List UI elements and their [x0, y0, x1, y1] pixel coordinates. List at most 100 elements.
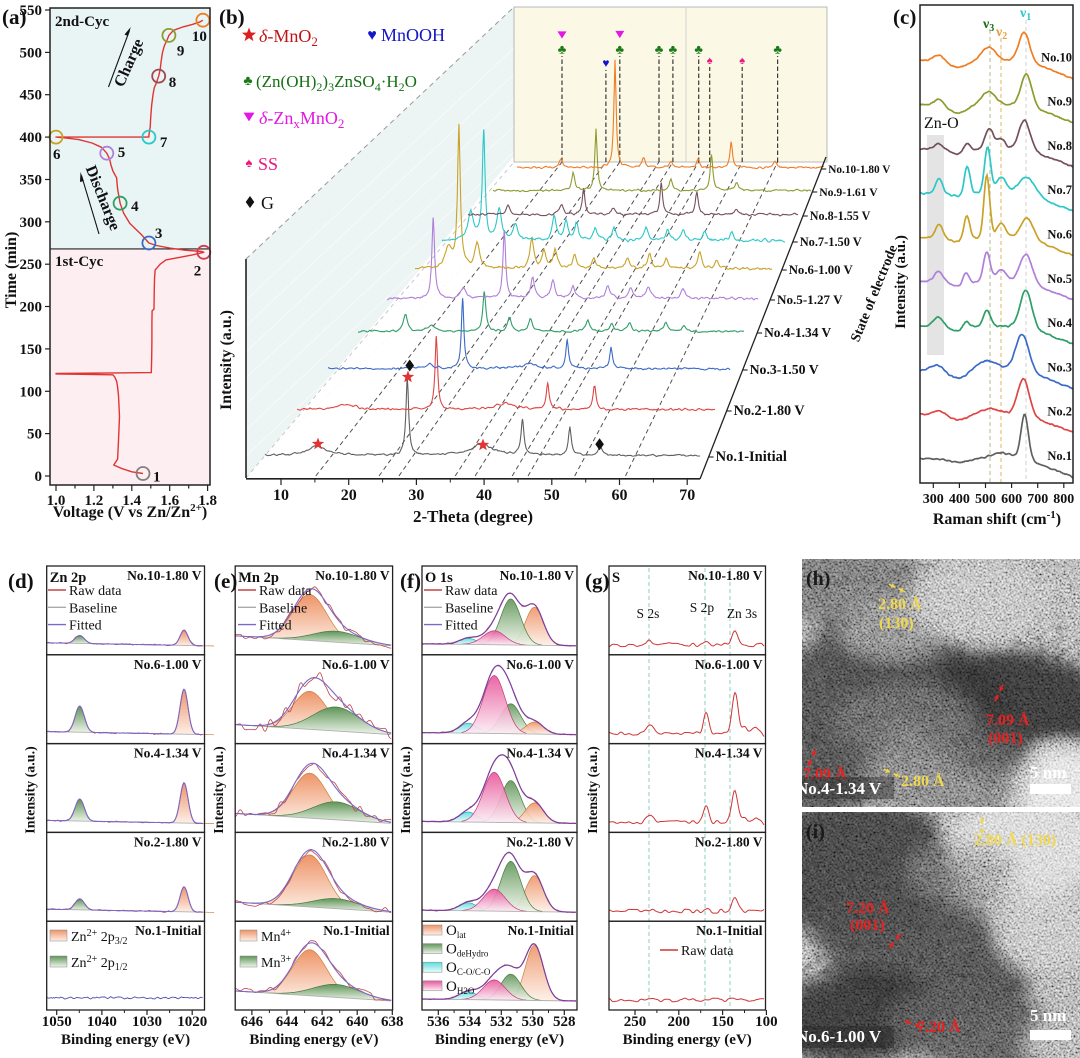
svg-text:7.20 Å: 7.20 Å	[917, 1018, 961, 1036]
svg-text:No.4-1.34 V: No.4-1.34 V	[764, 325, 831, 340]
svg-text:528: 528	[553, 1014, 576, 1030]
svg-text:♣: ♣	[558, 42, 567, 57]
svg-text:No.3: No.3	[1047, 360, 1072, 374]
svg-text:200: 200	[668, 1014, 691, 1030]
svg-text:5 nm: 5 nm	[1030, 763, 1066, 782]
svg-text:No.5: No.5	[1047, 272, 1072, 286]
svg-text:534: 534	[459, 1014, 482, 1030]
svg-text:5: 5	[118, 145, 126, 161]
svg-text:50: 50	[544, 487, 560, 504]
svg-text:(130): (130)	[879, 615, 914, 632]
svg-text:Raman shift (cm-1): Raman shift (cm-1)	[933, 509, 1061, 528]
svg-text:No.1: No.1	[1047, 449, 1072, 463]
svg-text:Voltage (V vs Zn/Zn2+): Voltage (V vs Zn/Zn2+)	[53, 502, 207, 521]
svg-text:No.10-1.80 V: No.10-1.80 V	[500, 568, 575, 583]
svg-text:No.8: No.8	[1047, 139, 1072, 153]
svg-text:450: 450	[20, 88, 43, 104]
svg-text:♣: ♣	[616, 42, 625, 57]
svg-text:No.5-1.27 V: No.5-1.27 V	[777, 292, 843, 307]
svg-text:7.09 Å: 7.09 Å	[986, 711, 1030, 729]
svg-text:Mn 2p: Mn 2p	[238, 570, 279, 586]
svg-text:Raw data: Raw data	[259, 584, 312, 599]
svg-text:No.9-1.61 V: No.9-1.61 V	[819, 186, 878, 199]
svg-text:150: 150	[711, 1014, 734, 1030]
svg-text:SS: SS	[258, 154, 278, 174]
svg-text:No.1-Initial: No.1-Initial	[696, 923, 763, 938]
svg-text:No.4: No.4	[1047, 316, 1072, 330]
svg-text:700: 700	[1027, 492, 1048, 507]
svg-text:Raw data: Raw data	[445, 584, 498, 599]
svg-text:Intensity (a.u.): Intensity (a.u.)	[893, 235, 909, 329]
svg-text:No.2-1.80 V: No.2-1.80 V	[322, 834, 390, 849]
svg-text:40: 40	[476, 487, 492, 504]
svg-text:7: 7	[160, 135, 168, 151]
svg-text:Zn2+ 2p3/2: Zn2+ 2p3/2	[71, 928, 127, 948]
svg-text:Baseline: Baseline	[259, 601, 307, 616]
svg-text:0: 0	[35, 469, 43, 485]
svg-text:Intensity (a.u.): Intensity (a.u.)	[24, 746, 39, 834]
svg-text:1.4: 1.4	[122, 493, 141, 509]
svg-text:600: 600	[1001, 492, 1022, 507]
svg-text:No.2-1.80 V: No.2-1.80 V	[734, 403, 806, 419]
svg-text:(f): (f)	[400, 569, 421, 593]
svg-text:640: 640	[346, 1014, 369, 1030]
svg-text:1020: 1020	[177, 1014, 207, 1030]
svg-text:1st-Cyc: 1st-Cyc	[55, 254, 104, 270]
svg-text:10: 10	[192, 29, 207, 45]
svg-text:1.6: 1.6	[160, 493, 179, 509]
svg-text:644: 644	[276, 1014, 299, 1030]
svg-text:Binding energy (eV): Binding energy (eV)	[623, 1032, 752, 1048]
svg-text:No.1-Initial: No.1-Initial	[323, 923, 390, 938]
svg-text:(i): (i)	[806, 821, 825, 843]
svg-text:1.2: 1.2	[85, 493, 104, 509]
svg-text:♥: ♥	[602, 56, 609, 70]
svg-text:No.2-1.80 V: No.2-1.80 V	[134, 834, 202, 849]
svg-text:No.10-1.80 V: No.10-1.80 V	[127, 568, 202, 583]
svg-text:50: 50	[27, 427, 42, 443]
svg-text:No.1-Initial: No.1-Initial	[508, 923, 575, 938]
svg-text:200: 200	[20, 300, 43, 316]
svg-text:No.6-1.00 V: No.6-1.00 V	[796, 1027, 882, 1046]
svg-text:1.8: 1.8	[198, 493, 217, 509]
svg-text:S 2s: S 2s	[637, 606, 660, 621]
svg-text:(a): (a)	[2, 5, 27, 29]
svg-text:No.4-1.34 V: No.4-1.34 V	[506, 746, 574, 761]
svg-text:♣: ♣	[655, 42, 664, 57]
svg-text:S 2p: S 2p	[690, 600, 715, 615]
svg-text:2-Theta (degree): 2-Theta (degree)	[413, 507, 533, 526]
svg-text:1: 1	[153, 470, 161, 486]
svg-text:60: 60	[612, 487, 628, 504]
svg-text:(Zn(OH)2)3ZnSO4·H2O: (Zn(OH)2)3ZnSO4·H2O	[256, 72, 417, 94]
svg-text:638: 638	[381, 1014, 404, 1030]
svg-text:2nd-Cyc: 2nd-Cyc	[55, 14, 110, 30]
svg-text:500: 500	[20, 45, 43, 61]
svg-text:(h): (h)	[806, 568, 830, 590]
svg-text:♣: ♣	[243, 74, 252, 89]
svg-text:No.9: No.9	[1047, 95, 1072, 109]
svg-text:No.6-1.00 V: No.6-1.00 V	[134, 657, 202, 672]
svg-text:(b): (b)	[219, 5, 245, 29]
svg-text:1040: 1040	[87, 1014, 117, 1030]
svg-text:250: 250	[20, 257, 43, 273]
svg-text:350: 350	[20, 173, 43, 189]
svg-text:7.09 Å: 7.09 Å	[803, 765, 847, 783]
svg-text:536: 536	[427, 1014, 450, 1030]
svg-text:No.1-Initial: No.1-Initial	[716, 449, 787, 465]
svg-text:Fitted: Fitted	[259, 619, 292, 634]
svg-text:2.80 Å: 2.80 Å	[901, 772, 945, 790]
svg-text:3: 3	[155, 226, 163, 242]
svg-text:♥: ♥	[367, 27, 377, 44]
svg-text:No.1-Initial: No.1-Initial	[135, 923, 202, 938]
svg-text:♠: ♠	[707, 55, 713, 67]
svg-text:G: G	[261, 193, 274, 213]
svg-text:(001): (001)	[988, 730, 1023, 747]
svg-text:Intensity (a.u.): Intensity (a.u.)	[586, 746, 601, 834]
svg-text:1030: 1030	[132, 1014, 162, 1030]
svg-text:No.4-1.34 V: No.4-1.34 V	[796, 779, 882, 798]
svg-text:MnOOH: MnOOH	[381, 25, 445, 45]
svg-text:20: 20	[341, 487, 357, 504]
svg-text:(d): (d)	[8, 569, 34, 593]
svg-text:Intensity (a.u.): Intensity (a.u.)	[212, 746, 227, 834]
svg-text:(g): (g)	[585, 569, 610, 593]
svg-text:No.10-1.80 V: No.10-1.80 V	[828, 164, 891, 176]
